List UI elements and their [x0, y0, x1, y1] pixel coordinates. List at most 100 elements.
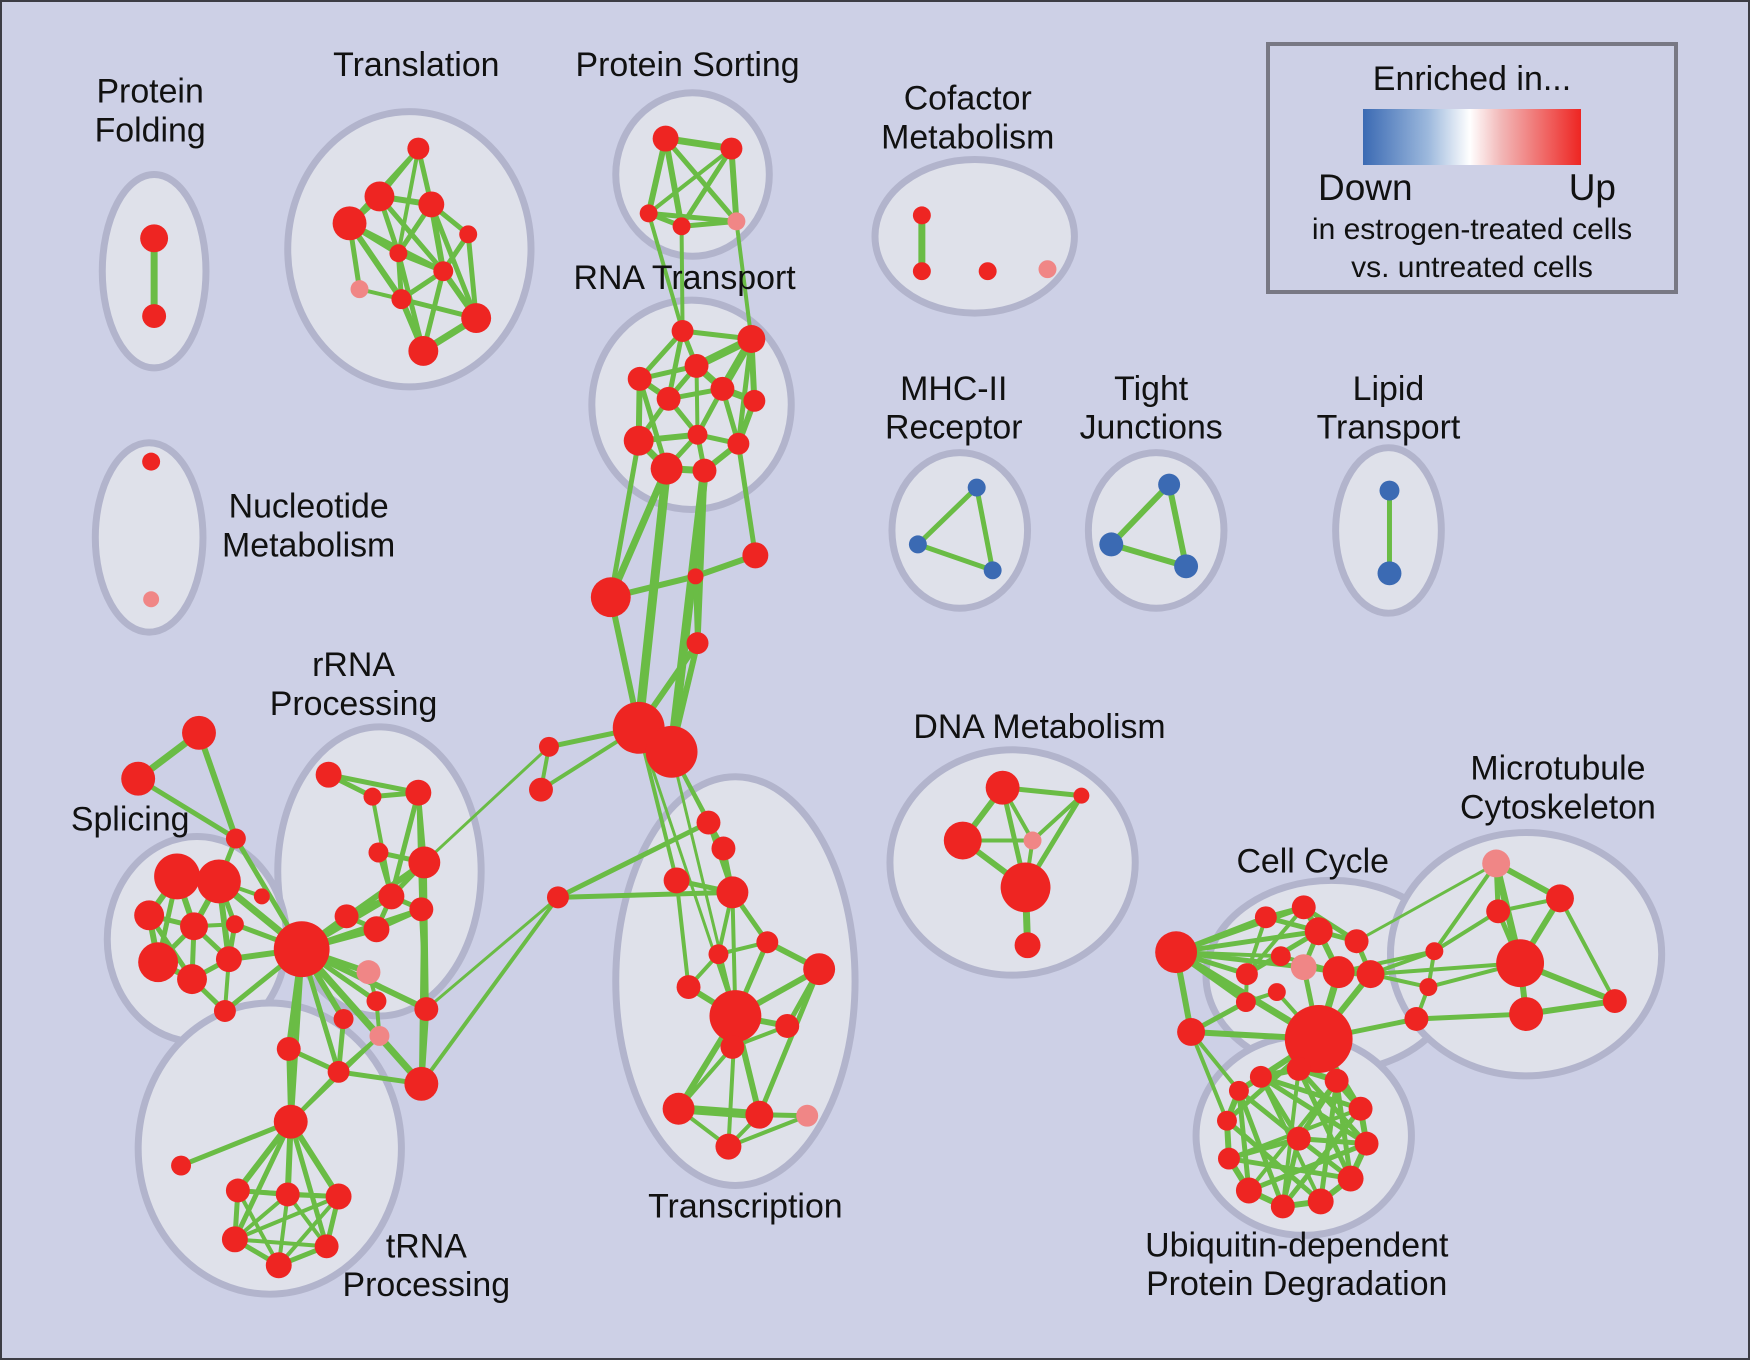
- node-rt5: [710, 376, 735, 401]
- node-cc16: [1404, 1007, 1429, 1031]
- edge-cc16-mt4: [1413, 1011, 1529, 1022]
- node-mt0: [1482, 849, 1511, 878]
- node-tn3: [275, 1182, 300, 1207]
- node-rr15: [276, 1036, 301, 1061]
- node-st2: [225, 828, 246, 849]
- node-sp5: [138, 942, 179, 983]
- node-tn4: [325, 1183, 352, 1210]
- node-ts13: [796, 1104, 819, 1127]
- edge-ps1-ps2: [646, 146, 734, 216]
- legend-subtitle-line2: vs. untreated cells: [1351, 251, 1593, 284]
- legend-gradient-bar: [1363, 109, 1581, 165]
- node-rt1: [737, 325, 766, 353]
- node-mt4: [1509, 997, 1544, 1031]
- node-ts7: [676, 975, 701, 1000]
- node-cc8: [1270, 946, 1291, 967]
- edge-ps3-ps4: [679, 218, 739, 229]
- node-ts11: [662, 1092, 695, 1125]
- node-tr1: [364, 181, 395, 212]
- edge-rr8-rr11: [418, 906, 429, 1012]
- node-ub10: [1216, 1110, 1237, 1131]
- node-tr2: [418, 191, 445, 218]
- node-ps3: [672, 217, 691, 236]
- node-st1: [121, 761, 156, 796]
- node-ts14: [715, 1133, 742, 1160]
- node-tr3: [332, 206, 367, 241]
- node-ts8: [709, 990, 762, 1042]
- node-rt4: [656, 386, 681, 411]
- edge-rt11-cn5: [667, 466, 709, 757]
- node-cn1: [687, 568, 704, 585]
- cluster-ellipse-cofactor-metabolism: [871, 156, 1078, 317]
- cluster-ellipse-mhc2-receptor: [888, 449, 1032, 612]
- edge-ub0-ub3: [1258, 1074, 1364, 1112]
- edge-tj0-tj2: [1166, 481, 1190, 570]
- cluster-label-dna-metabolism: DNA Metabolism: [913, 708, 1165, 746]
- node-tn7: [265, 1252, 292, 1279]
- edge-tn0-tn1: [178, 1119, 294, 1169]
- edge-tj0-tj1: [1108, 481, 1173, 548]
- node-tn6: [314, 1234, 339, 1259]
- cluster-label-cell-cycle: Cell Cycle: [1236, 842, 1388, 880]
- node-rt8: [687, 424, 708, 445]
- node-ls0: [546, 886, 569, 909]
- node-mh1: [908, 535, 927, 554]
- node-dm1: [1073, 787, 1090, 804]
- node-tj2: [1174, 554, 1199, 579]
- node-sp2: [134, 900, 165, 931]
- node-rt6: [743, 389, 766, 412]
- edge-ls0-rr11: [424, 895, 560, 1011]
- node-rr10: [356, 960, 381, 985]
- node-ps1: [720, 137, 743, 160]
- node-rr17: [404, 1066, 439, 1101]
- node-rr12: [366, 991, 387, 1012]
- edge-mt1-mt5: [1557, 896, 1617, 1004]
- edge-mh1-mh2: [915, 541, 996, 573]
- node-ts4: [708, 944, 729, 965]
- edge-tn4-tn7: [276, 1194, 341, 1268]
- node-rr3: [368, 842, 389, 863]
- node-rt3: [627, 366, 652, 391]
- node-sp4: [225, 915, 244, 934]
- node-ub2: [1324, 1068, 1349, 1093]
- node-cc6: [1304, 917, 1333, 946]
- edge-rt7-cn0: [608, 438, 642, 600]
- node-mh2: [983, 561, 1002, 580]
- node-nm1: [143, 591, 160, 608]
- node-rt9: [727, 432, 750, 455]
- cluster-label-transcription: Transcription: [648, 1187, 843, 1225]
- node-ts6: [803, 953, 836, 986]
- node-cc9: [1267, 983, 1286, 1002]
- node-cc15: [1419, 978, 1438, 997]
- edge-ps4-rt1: [734, 219, 754, 341]
- node-rr14: [333, 1009, 354, 1029]
- edge-st1-st2: [135, 776, 239, 842]
- edge-ls0-ts0: [555, 820, 711, 900]
- node-ub5: [1337, 1165, 1364, 1192]
- node-rr6: [378, 883, 405, 910]
- node-ts12: [745, 1100, 774, 1129]
- edge-rt10-cn4: [634, 464, 672, 733]
- node-ub4: [1354, 1131, 1379, 1156]
- cluster-label-trna-processing: tRNA Processing: [343, 1227, 511, 1304]
- edge-rr18-rr4: [422, 745, 551, 864]
- cluster-label-microtubule-cytoskeleton: Microtubule Cytoskeleton: [1460, 750, 1656, 827]
- cluster-label-rna-transport: RNA Transport: [573, 259, 796, 297]
- node-tj0: [1158, 473, 1181, 496]
- node-cn5: [645, 725, 698, 778]
- node-sp6: [177, 964, 207, 995]
- node-rr1: [363, 787, 382, 806]
- node-mt3: [1496, 939, 1545, 988]
- node-cf1: [912, 262, 931, 281]
- edge-ps2-rt0: [646, 211, 685, 334]
- node-rr13: [369, 1025, 390, 1046]
- edge-tn4-tn5: [232, 1194, 341, 1242]
- node-tr9: [461, 303, 492, 334]
- edge-ps1-ps4: [728, 145, 740, 225]
- node-tr6: [433, 261, 454, 282]
- node-tn5: [221, 1226, 248, 1253]
- cluster-label-lipid-transport: Lipid Transport: [1317, 370, 1461, 447]
- node-tr7: [350, 280, 369, 299]
